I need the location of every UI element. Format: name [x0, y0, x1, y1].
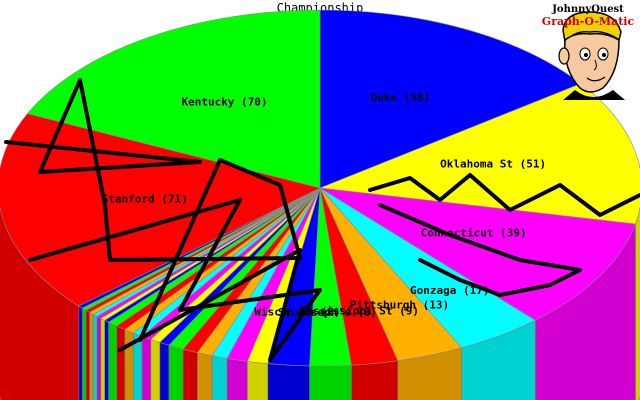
- pie-slice-side: [635, 206, 640, 400]
- scribble-stroke: [368, 173, 640, 217]
- scribble-stroke: [4, 78, 302, 342]
- pie-slice: [319, 9, 582, 189]
- scribble-stroke: [378, 203, 582, 297]
- pie-slice-side: [108, 321, 117, 400]
- slice-label: Kentucky (70): [181, 96, 267, 109]
- pie-slice-side: [92, 314, 98, 400]
- pie-slice: [319, 187, 636, 321]
- pie-slice-side: [141, 335, 152, 400]
- pie-slice-side: [104, 319, 109, 400]
- pie-slice-side: [116, 325, 126, 400]
- pie-slice-side: [82, 307, 87, 400]
- graph-o-matic-logo: JohnnyQuest Graph-O-Matic: [535, 0, 640, 100]
- pie-slice-side: [267, 363, 310, 400]
- pie-slice: [0, 113, 321, 307]
- pie-labels: Duke (58) Oklahoma St (51) Connecticut (39…: [102, 91, 546, 319]
- logo-line-1: JohnnyQuest: [552, 4, 624, 15]
- pie-slice-side: [96, 315, 102, 400]
- slice-label: Wisconsin (8): [254, 306, 340, 319]
- pie-slice-side: [100, 317, 105, 400]
- pie-slice: [26, 9, 321, 189]
- slice-label: Connecticut (39): [421, 227, 527, 240]
- pie-slice-side: [226, 358, 248, 400]
- slice-label: Pittsburgh (13): [350, 298, 449, 311]
- pie-slice: [319, 83, 640, 225]
- pen-scribble: [4, 78, 640, 362]
- pie-slice-side: [247, 361, 269, 400]
- slice-label: Mississippi St (9): [300, 304, 419, 317]
- pie-slice-side: [197, 352, 213, 400]
- slice-label: Oklahoma St (51): [440, 157, 546, 170]
- pie-slice-side: [351, 360, 399, 400]
- scribble-stroke: [28, 198, 322, 362]
- pie-slice-side: [85, 309, 90, 400]
- pie-slice-side: [168, 344, 184, 400]
- slice-label: Gonzaga (17): [410, 284, 489, 297]
- logo-line-2: Graph-O-Matic: [541, 15, 635, 28]
- pie-slice-side: [159, 342, 170, 400]
- pie-slice-side: [182, 348, 198, 400]
- pie-slice-side: [78, 305, 83, 400]
- pie-slice-side: [309, 364, 352, 400]
- slice-label: Duke (58): [371, 91, 431, 104]
- johnny-quest-face-icon: [558, 11, 625, 100]
- pie-slice-side: [124, 329, 134, 400]
- pie-slice-side: [211, 355, 228, 400]
- pie-slice-side: [150, 338, 161, 400]
- slice-label: Stanford (71): [102, 192, 188, 205]
- pie-slice-side: [89, 311, 94, 400]
